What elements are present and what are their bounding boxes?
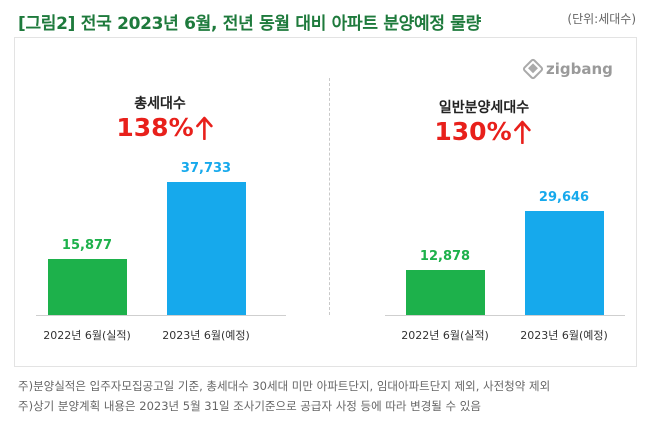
category-label-general-2023: 2023년 6월(예정) xyxy=(520,329,608,342)
brand-logo: zigbang xyxy=(521,57,613,81)
change-value-total: 138% xyxy=(116,113,194,142)
chart-title-general: 일반분양세대수 xyxy=(438,100,530,116)
bar-value-total-2023: 37,733 xyxy=(180,161,232,176)
footnotes: 주)분양실적은 입주자모집공고일 기준, 총세대수 30세대 미만 아파트단지,… xyxy=(18,376,550,416)
bar-value-general-2023: 29,646 xyxy=(538,189,590,205)
chart-divider xyxy=(329,78,330,315)
change-percent-general: 130% xyxy=(434,117,531,146)
page-title: [그림2] 전국 2023년 6월, 전년 동월 대비 아파트 분양예정 물량 xyxy=(18,14,481,34)
bar-value-total-2022: 15,877 xyxy=(61,238,113,254)
category-label-total-2022: 2022년 6월(실적) xyxy=(43,329,131,342)
category-label-total-2023: 2023년 6월(예정) xyxy=(162,329,250,342)
up-arrow-icon xyxy=(196,116,213,140)
chart-title-total: 총세대수 xyxy=(134,96,186,112)
footnote-2: 주)상기 분양계획 내용은 2023년 5월 31일 조사기준으로 공급자 사정… xyxy=(18,399,481,413)
bar-total-2022 xyxy=(47,259,127,315)
change-value-general: 130% xyxy=(434,117,512,146)
unit-label: (단위:세대수) xyxy=(567,12,636,26)
category-label-general-2022: 2022년 6월(실적) xyxy=(401,329,489,342)
zigbang-logo-icon xyxy=(521,57,545,81)
bar-total-2023 xyxy=(166,182,246,315)
brand-name: zigbang xyxy=(546,60,613,78)
footnote-1: 주)분양실적은 입주자모집공고일 기준, 총세대수 30세대 미만 아파트단지,… xyxy=(18,379,551,393)
up-arrow-icon xyxy=(514,120,531,144)
bar-general-2022 xyxy=(405,269,485,315)
x-axis-right xyxy=(385,315,625,316)
bar-value-general-2022: 12,878 xyxy=(419,248,471,264)
change-percent-total: 138% xyxy=(116,113,213,142)
x-axis-left xyxy=(36,315,286,316)
bar-general-2023 xyxy=(524,210,604,315)
